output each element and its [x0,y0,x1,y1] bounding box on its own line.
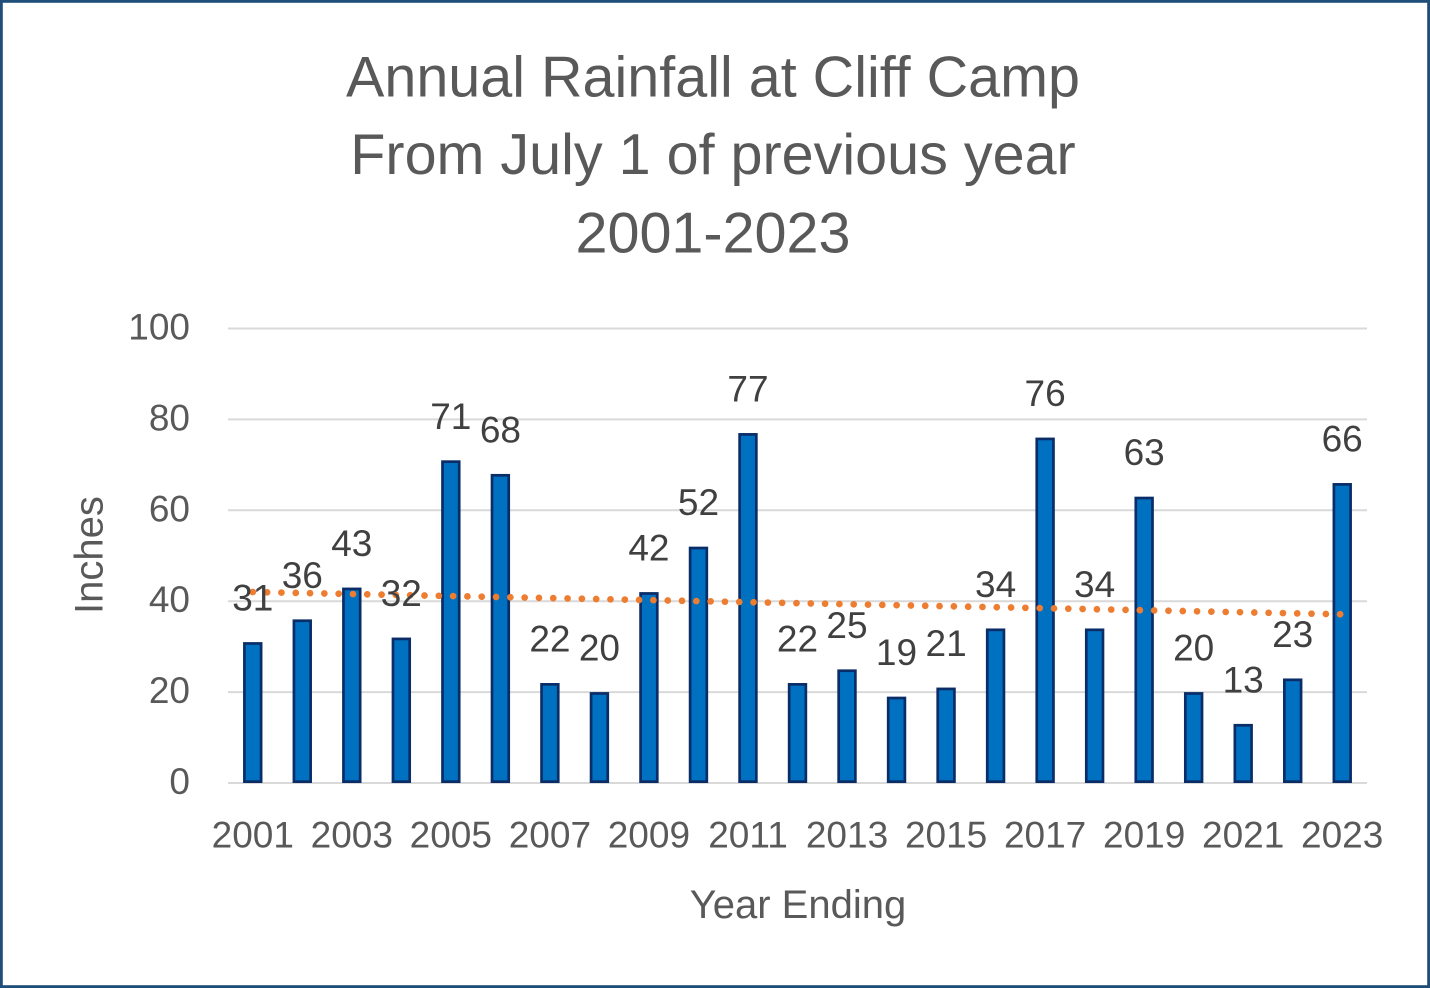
svg-text:71: 71 [430,396,471,437]
svg-text:2017: 2017 [1004,815,1086,856]
svg-text:Year Ending: Year Ending [690,883,906,927]
svg-text:2005: 2005 [410,815,492,856]
svg-text:36: 36 [282,555,323,596]
svg-text:2023: 2023 [1301,815,1383,856]
svg-text:100: 100 [128,307,190,348]
svg-text:31: 31 [232,578,273,619]
svg-text:23: 23 [1272,614,1313,655]
svg-text:20: 20 [1173,628,1214,669]
svg-text:76: 76 [1025,373,1066,414]
svg-text:20: 20 [149,670,190,711]
svg-text:22: 22 [777,619,818,660]
svg-text:2007: 2007 [509,815,591,856]
svg-text:77: 77 [727,369,768,410]
svg-text:34: 34 [975,564,1016,605]
svg-text:2001-2023: 2001-2023 [576,202,851,266]
svg-text:34: 34 [1074,564,1115,605]
svg-text:2021: 2021 [1202,815,1284,856]
svg-text:2009: 2009 [608,815,690,856]
svg-text:13: 13 [1223,659,1264,700]
svg-text:19: 19 [876,632,917,673]
svg-text:Inches: Inches [68,496,112,614]
svg-text:0: 0 [169,761,190,802]
svg-text:22: 22 [529,619,570,660]
svg-text:From July 1 of previous year: From July 1 of previous year [350,123,1075,187]
svg-text:66: 66 [1322,419,1363,460]
svg-text:2015: 2015 [905,815,987,856]
svg-text:2019: 2019 [1103,815,1185,856]
svg-text:21: 21 [926,623,967,664]
svg-text:25: 25 [826,605,867,646]
svg-text:2013: 2013 [806,815,888,856]
svg-text:80: 80 [149,397,190,438]
svg-text:2003: 2003 [311,815,393,856]
svg-text:32: 32 [381,573,422,614]
svg-text:2011: 2011 [708,815,788,856]
svg-text:42: 42 [628,528,669,569]
svg-text:40: 40 [149,579,190,620]
svg-text:2001: 2001 [212,815,294,856]
svg-text:Annual Rainfall at Cliff Camp: Annual Rainfall at Cliff Camp [346,46,1080,110]
svg-text:60: 60 [149,488,190,529]
svg-text:43: 43 [331,523,372,564]
svg-text:52: 52 [678,482,719,523]
svg-text:20: 20 [579,628,620,669]
svg-text:68: 68 [480,409,521,450]
svg-text:63: 63 [1124,432,1165,473]
